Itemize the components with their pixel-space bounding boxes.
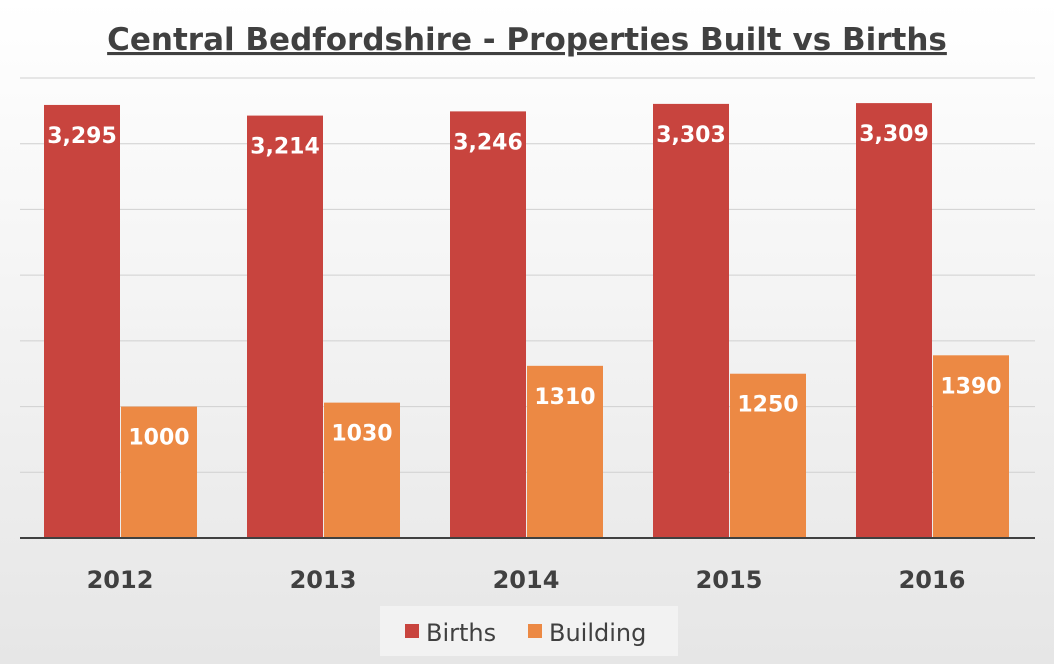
data-label: 3,295 <box>47 124 117 149</box>
x-tick-label: 2015 <box>696 566 763 594</box>
bar-births-2014 <box>450 111 526 538</box>
x-tick-labels: 2012 2013 2014 2015 2016 <box>87 566 966 594</box>
legend-label-building: Building <box>549 619 646 647</box>
data-label: 1390 <box>940 374 1001 399</box>
bar-births-2015 <box>653 103 729 539</box>
bar-building-2016 <box>933 355 1009 538</box>
chart-title: Central Bedfordshire - Properties Built … <box>107 22 947 58</box>
bar-births-2012 <box>44 104 120 538</box>
bar-building-2012 <box>121 406 197 538</box>
data-label: 3,309 <box>859 122 929 147</box>
bar-building-2014 <box>527 365 603 538</box>
x-tick-label: 2013 <box>290 566 357 594</box>
bar-building-2015 <box>730 373 806 538</box>
bar-building-2013 <box>324 402 400 538</box>
bars: 3,295 1000 3,214 1030 3,246 1310 3,303 1250 3,30… <box>44 103 1009 539</box>
data-label: 1310 <box>534 385 595 410</box>
data-label: 1000 <box>128 426 189 451</box>
x-tick-label: 2012 <box>87 566 154 594</box>
bar-births-2013 <box>247 115 323 539</box>
data-label: 3,246 <box>453 130 523 155</box>
data-label: 1250 <box>737 393 798 418</box>
legend-label-births: Births <box>426 619 496 647</box>
data-label: 1030 <box>331 422 392 447</box>
legend-swatch-births <box>405 624 419 638</box>
bar-births-2016 <box>856 103 932 539</box>
data-label: 3,214 <box>250 135 320 160</box>
x-tick-label: 2014 <box>493 566 560 594</box>
data-label: 3,303 <box>656 123 726 148</box>
legend-swatch-building <box>528 624 542 638</box>
x-tick-label: 2016 <box>899 566 966 594</box>
